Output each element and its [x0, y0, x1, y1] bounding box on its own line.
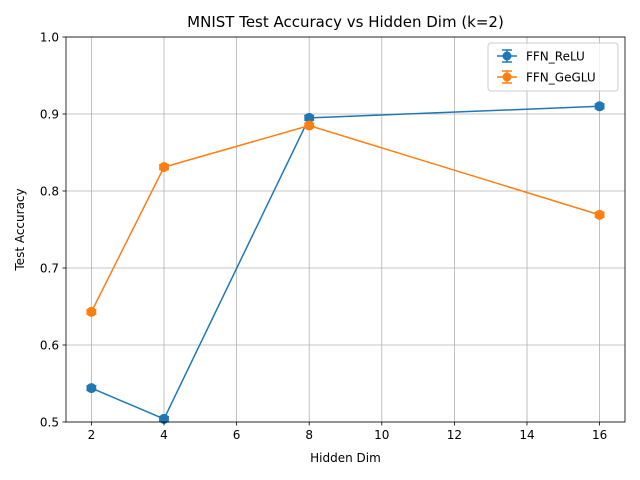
- y-axis-label: Test Accuracy: [13, 188, 27, 271]
- y-tick-label: 0.8: [40, 184, 59, 198]
- x-tick-label: 12: [447, 428, 462, 442]
- y-tick-label: 1.0: [40, 30, 59, 44]
- x-tick-label: 4: [160, 428, 168, 442]
- series-line: [90, 124, 600, 313]
- data-point: [86, 306, 97, 317]
- series-FFN_ReLU: [86, 101, 605, 424]
- legend-label: FFN_ReLU: [526, 49, 585, 63]
- series-FFN_GeGLU: [86, 120, 605, 317]
- x-tick-label: 2: [88, 428, 96, 442]
- y-tick-label: 0.6: [40, 338, 59, 352]
- x-tick-label: 8: [305, 428, 313, 442]
- chart-title: MNIST Test Accuracy vs Hidden Dim (k=2): [187, 13, 504, 31]
- data-point: [594, 209, 605, 220]
- legend-item: FFN_GeGLU: [497, 70, 596, 84]
- x-tick-label: 10: [374, 428, 389, 442]
- legend-box: [487, 42, 619, 92]
- data-point: [304, 120, 315, 131]
- ticks: 2 4 6 8 10 12 14 16 0.5 0.6 0.7 0.8 0.9 1.0: [40, 30, 607, 442]
- series-line: [91, 105, 600, 420]
- data-point: [594, 101, 605, 112]
- legend-item: FFN_ReLU: [497, 49, 585, 63]
- y-tick-label: 0.9: [40, 107, 59, 121]
- x-tick-label: 6: [233, 428, 241, 442]
- legend-label: FFN_GeGLU: [526, 70, 596, 84]
- y-tick-label: 0.7: [40, 261, 59, 275]
- x-tick-label: 16: [592, 428, 607, 442]
- data-point: [86, 383, 97, 394]
- plot-frame: [65, 36, 626, 423]
- x-axis-label: Hidden Dim: [310, 451, 381, 465]
- legend-marker: [502, 51, 512, 61]
- legend: FFN_ReLU FFN_GeGLU: [487, 42, 619, 92]
- legend-marker: [502, 72, 512, 82]
- data-point: [159, 162, 170, 173]
- y-tick-label: 0.5: [40, 415, 59, 429]
- x-tick-label: 14: [519, 428, 534, 442]
- series-layer: [86, 101, 605, 424]
